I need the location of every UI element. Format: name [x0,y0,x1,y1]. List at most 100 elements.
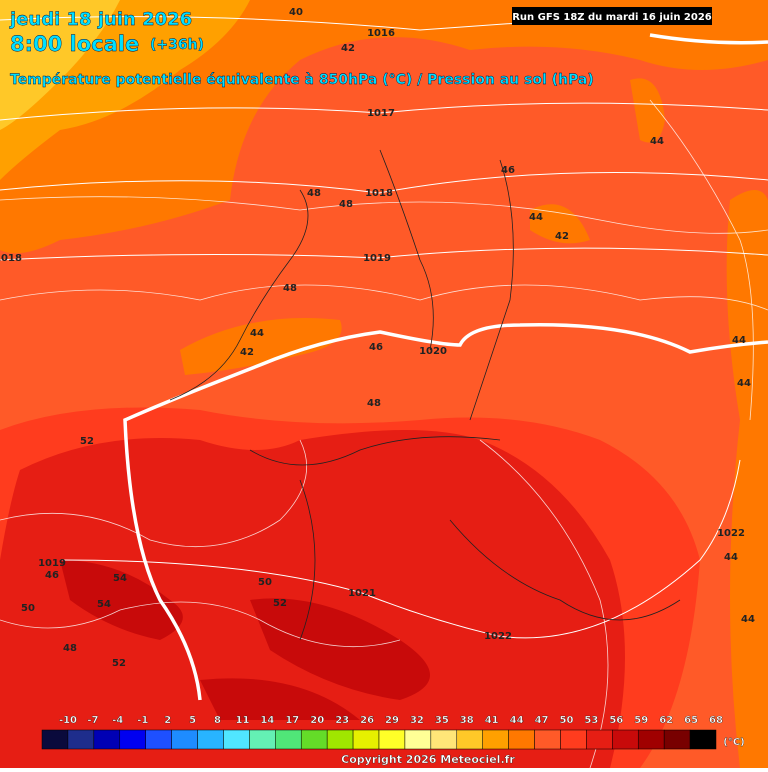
isotherm-label: 46 [369,342,383,353]
isotherm-label: 50 [21,603,35,614]
isobars [0,9,768,639]
legend-swatch [612,729,639,750]
valid-time: 8:00 locale [10,32,139,56]
isotherm-label: 42 [341,43,355,54]
isobar-label: 1018 [0,253,22,264]
legend-tick-label: 26 [360,715,374,726]
legend-tick-label: -7 [87,715,98,726]
legend-swatch [456,729,483,750]
legend-swatch [145,729,172,750]
legend-tick-label: 20 [310,715,324,726]
isobar-label: 1018 [365,188,393,199]
legend-swatch [378,729,406,750]
legend-swatch [404,729,432,750]
contour-labels: 1016 1017 1018 1019 1020 1021 1022 1018 1019 1022… [0,7,755,669]
isobar-label: 1017 [367,108,395,119]
legend-tick-label: 8 [214,715,221,726]
field-orange [180,318,342,375]
isotherm-label: 46 [45,570,59,581]
legend-tick-label: 56 [609,715,623,726]
isotherm-label: 52 [112,658,126,669]
isotherm-label: 48 [63,643,77,654]
isotherm-label: 44 [250,328,264,339]
legend-swatch [586,729,613,750]
isotherm-line [0,284,768,311]
isotherm-label: 48 [307,188,321,199]
legend-swatch [249,729,276,750]
legend-tick-label: -1 [137,715,148,726]
isotherm-label: 52 [80,436,94,447]
isotherm-label: 40 [289,7,303,18]
legend-tick-label: 59 [634,715,648,726]
isotherm-label: 54 [113,573,127,584]
isobar-label: 1019 [363,253,391,264]
isotherm-label: 52 [273,598,287,609]
legend-swatch [41,729,69,750]
legend-tick-label: 41 [485,715,499,726]
isobar-label: 1019 [38,558,66,569]
isobar-bold-line [649,33,768,45]
legend-swatch [482,729,509,750]
isotherm-label: 44 [737,378,751,389]
isotherm-label: 44 [732,335,746,346]
legend-tick-label: 44 [510,715,524,726]
legend-swatch [430,729,458,750]
isobar-label: 1022 [717,528,745,539]
legend-swatch [119,729,146,750]
field-dark-red [60,560,430,720]
run-box [512,7,712,25]
legend-tick-label: 53 [584,715,598,726]
legend-tick-label: 29 [385,715,399,726]
legend-tick-label: 14 [260,715,274,726]
field-orange [530,78,768,769]
isobar-label: 1020 [419,346,447,357]
legend-tick-label: 68 [709,715,723,726]
borders [169,149,681,641]
isobar-label: 1022 [484,631,512,642]
isotherm-label: 48 [367,398,381,409]
legend-swatch [300,729,328,750]
legend-tick-label: 50 [560,715,574,726]
legend-swatch [171,729,198,750]
isotherm-label: 44 [741,614,755,625]
copyright: Copyright 2026 Meteociel.fr [341,753,515,766]
legend-swatch [689,729,717,750]
legend-tick-label: 2 [164,715,171,726]
legend-tick-label: 5 [189,715,196,726]
field-deep-red [0,430,625,768]
legend-swatch [352,729,380,750]
isotherm-label: 44 [724,552,738,563]
legend-swatch [508,729,535,750]
field-orange [0,0,768,254]
isotherm-label: 42 [555,231,569,242]
isotherm-label: 44 [650,136,664,147]
legend-tick-label: 23 [335,715,349,726]
legend-swatch [275,729,302,750]
legend-swatch [326,729,354,750]
legend-tick-label: -4 [112,715,123,726]
isotherm-line [0,601,401,648]
legend-tick-label: 11 [236,715,250,726]
isotherm-label: 46 [501,165,515,176]
isotherms [0,99,768,769]
legend-tick-label: 65 [684,715,698,726]
legend-swatch [67,729,95,750]
isobar-label: 1016 [367,28,395,39]
isotherm-line [0,196,768,234]
legend-unit: (°C) [723,737,744,748]
legend-tick-label: 32 [410,715,424,726]
forecast-offset: (+36h) [150,37,204,53]
isotherm-label: 54 [97,599,111,610]
legend: -10 -7 -4 -1 2 5 8 11 14 17 20 23 26 29 32 35 38 41 44 47 50… [41,715,723,750]
isotherm-line [0,439,307,548]
legend-tick-label: 17 [285,715,299,726]
field-yellow [0,0,120,130]
isobar-line [0,102,768,121]
subtitle: Température potentielle équivalente à 85… [10,72,594,88]
legend-swatch [93,729,121,750]
run-info: Run GFS 18Z du mardi 16 juin 2026 [512,12,712,23]
isobar-line [0,247,768,261]
isotherm-label: 42 [240,347,254,358]
legend-tick-label: 38 [460,715,474,726]
